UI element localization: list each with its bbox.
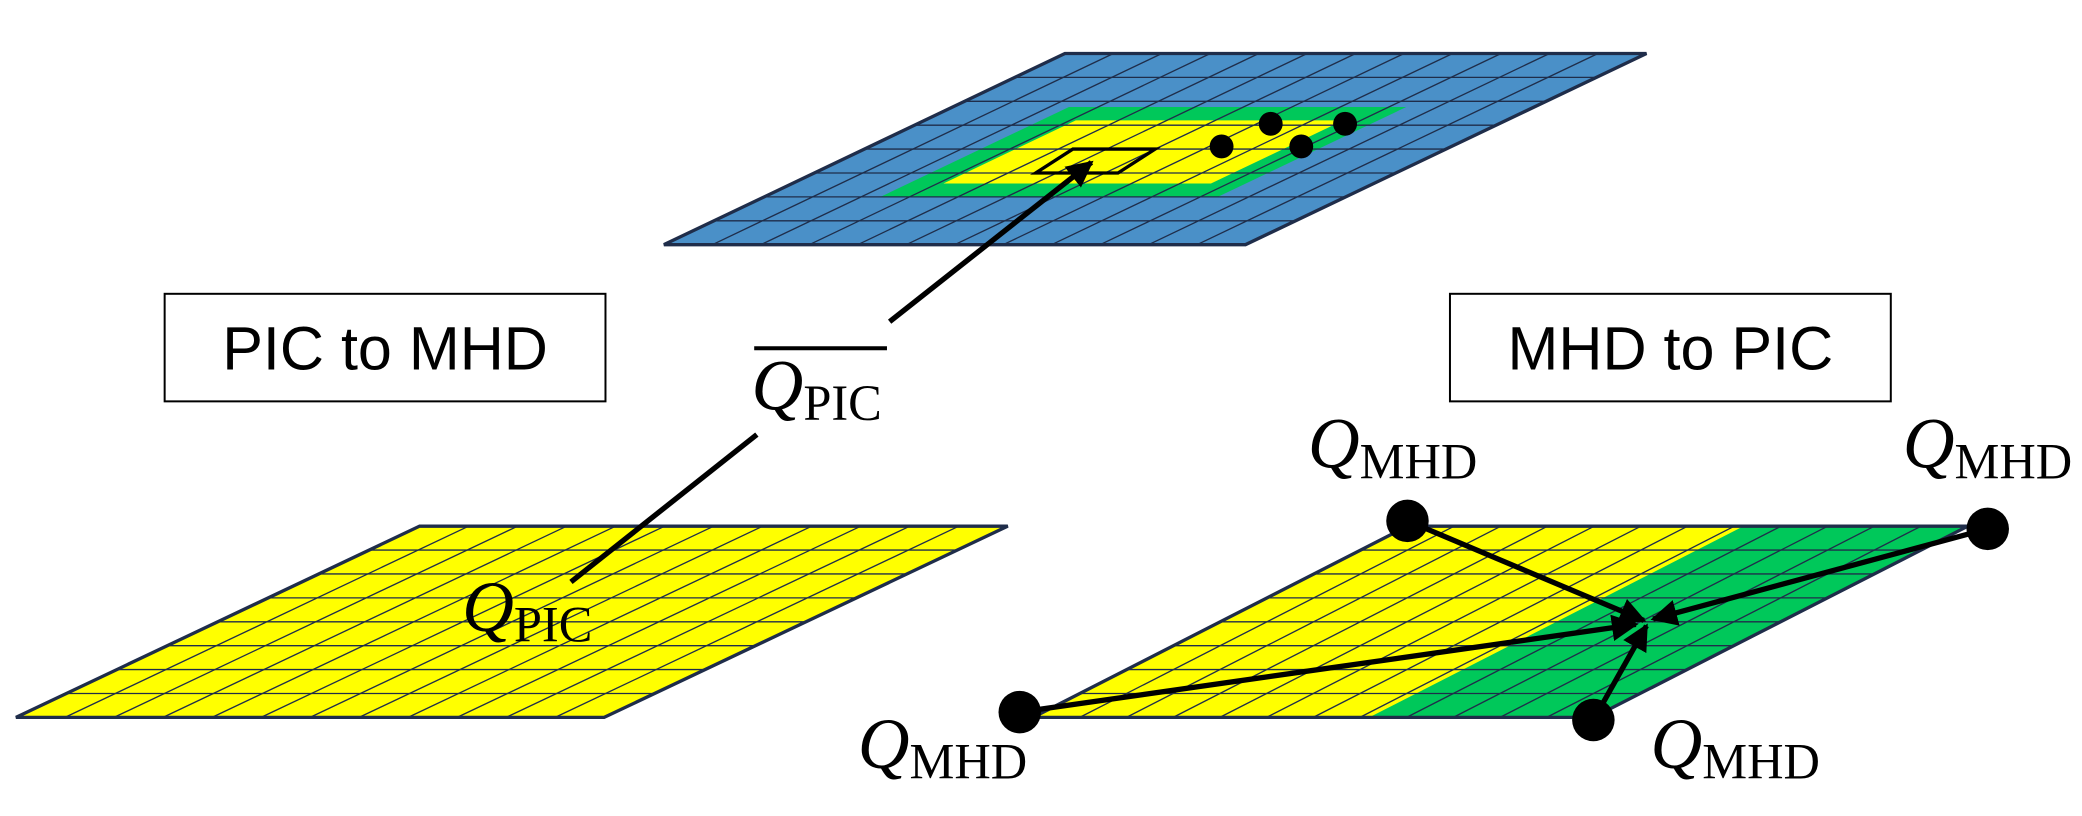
grid-border: [663, 51, 1648, 247]
node: [1966, 507, 2009, 551]
arrow: [1650, 526, 1989, 626]
quantity-label: QMHD: [858, 704, 1027, 790]
symbol: Q: [1308, 404, 1360, 484]
subscript: PIC: [514, 597, 593, 653]
node: [1572, 698, 1615, 742]
node: [1386, 499, 1429, 543]
box-label: PIC to MHD: [222, 314, 548, 382]
symbol: Q: [462, 567, 514, 647]
quantity-label: QMHD: [1308, 404, 1477, 490]
particles: [998, 111, 2009, 742]
symbol: Q: [1650, 704, 1702, 784]
arrow: [1406, 518, 1647, 624]
quantity-label: QMHD: [1650, 704, 1819, 790]
box: [1448, 292, 1892, 403]
arrow: [1019, 614, 1639, 715]
arrow: [569, 432, 759, 585]
particle: [1209, 134, 1234, 159]
particle: [1289, 134, 1314, 159]
subscript: MHD: [1702, 733, 1820, 789]
symbol: Q: [1903, 404, 1955, 484]
symbol: Q: [858, 704, 910, 784]
subscript: PIC: [803, 375, 882, 431]
subscript: MHD: [1360, 433, 1478, 489]
quantity-label: QPIC: [752, 345, 882, 431]
quantity-label: QPIC: [462, 567, 592, 653]
box: [163, 292, 607, 403]
particle: [1258, 111, 1283, 136]
grid-border: [15, 524, 1009, 720]
particle: [1333, 111, 1358, 136]
node: [998, 690, 1041, 734]
box-label: MHD to PIC: [1508, 314, 1834, 382]
symbol: Q: [752, 345, 804, 425]
quantity-label: QMHD: [1903, 404, 2072, 490]
subscript: MHD: [1955, 433, 2073, 489]
subscript: MHD: [910, 733, 1028, 789]
arrow: [887, 160, 1094, 324]
